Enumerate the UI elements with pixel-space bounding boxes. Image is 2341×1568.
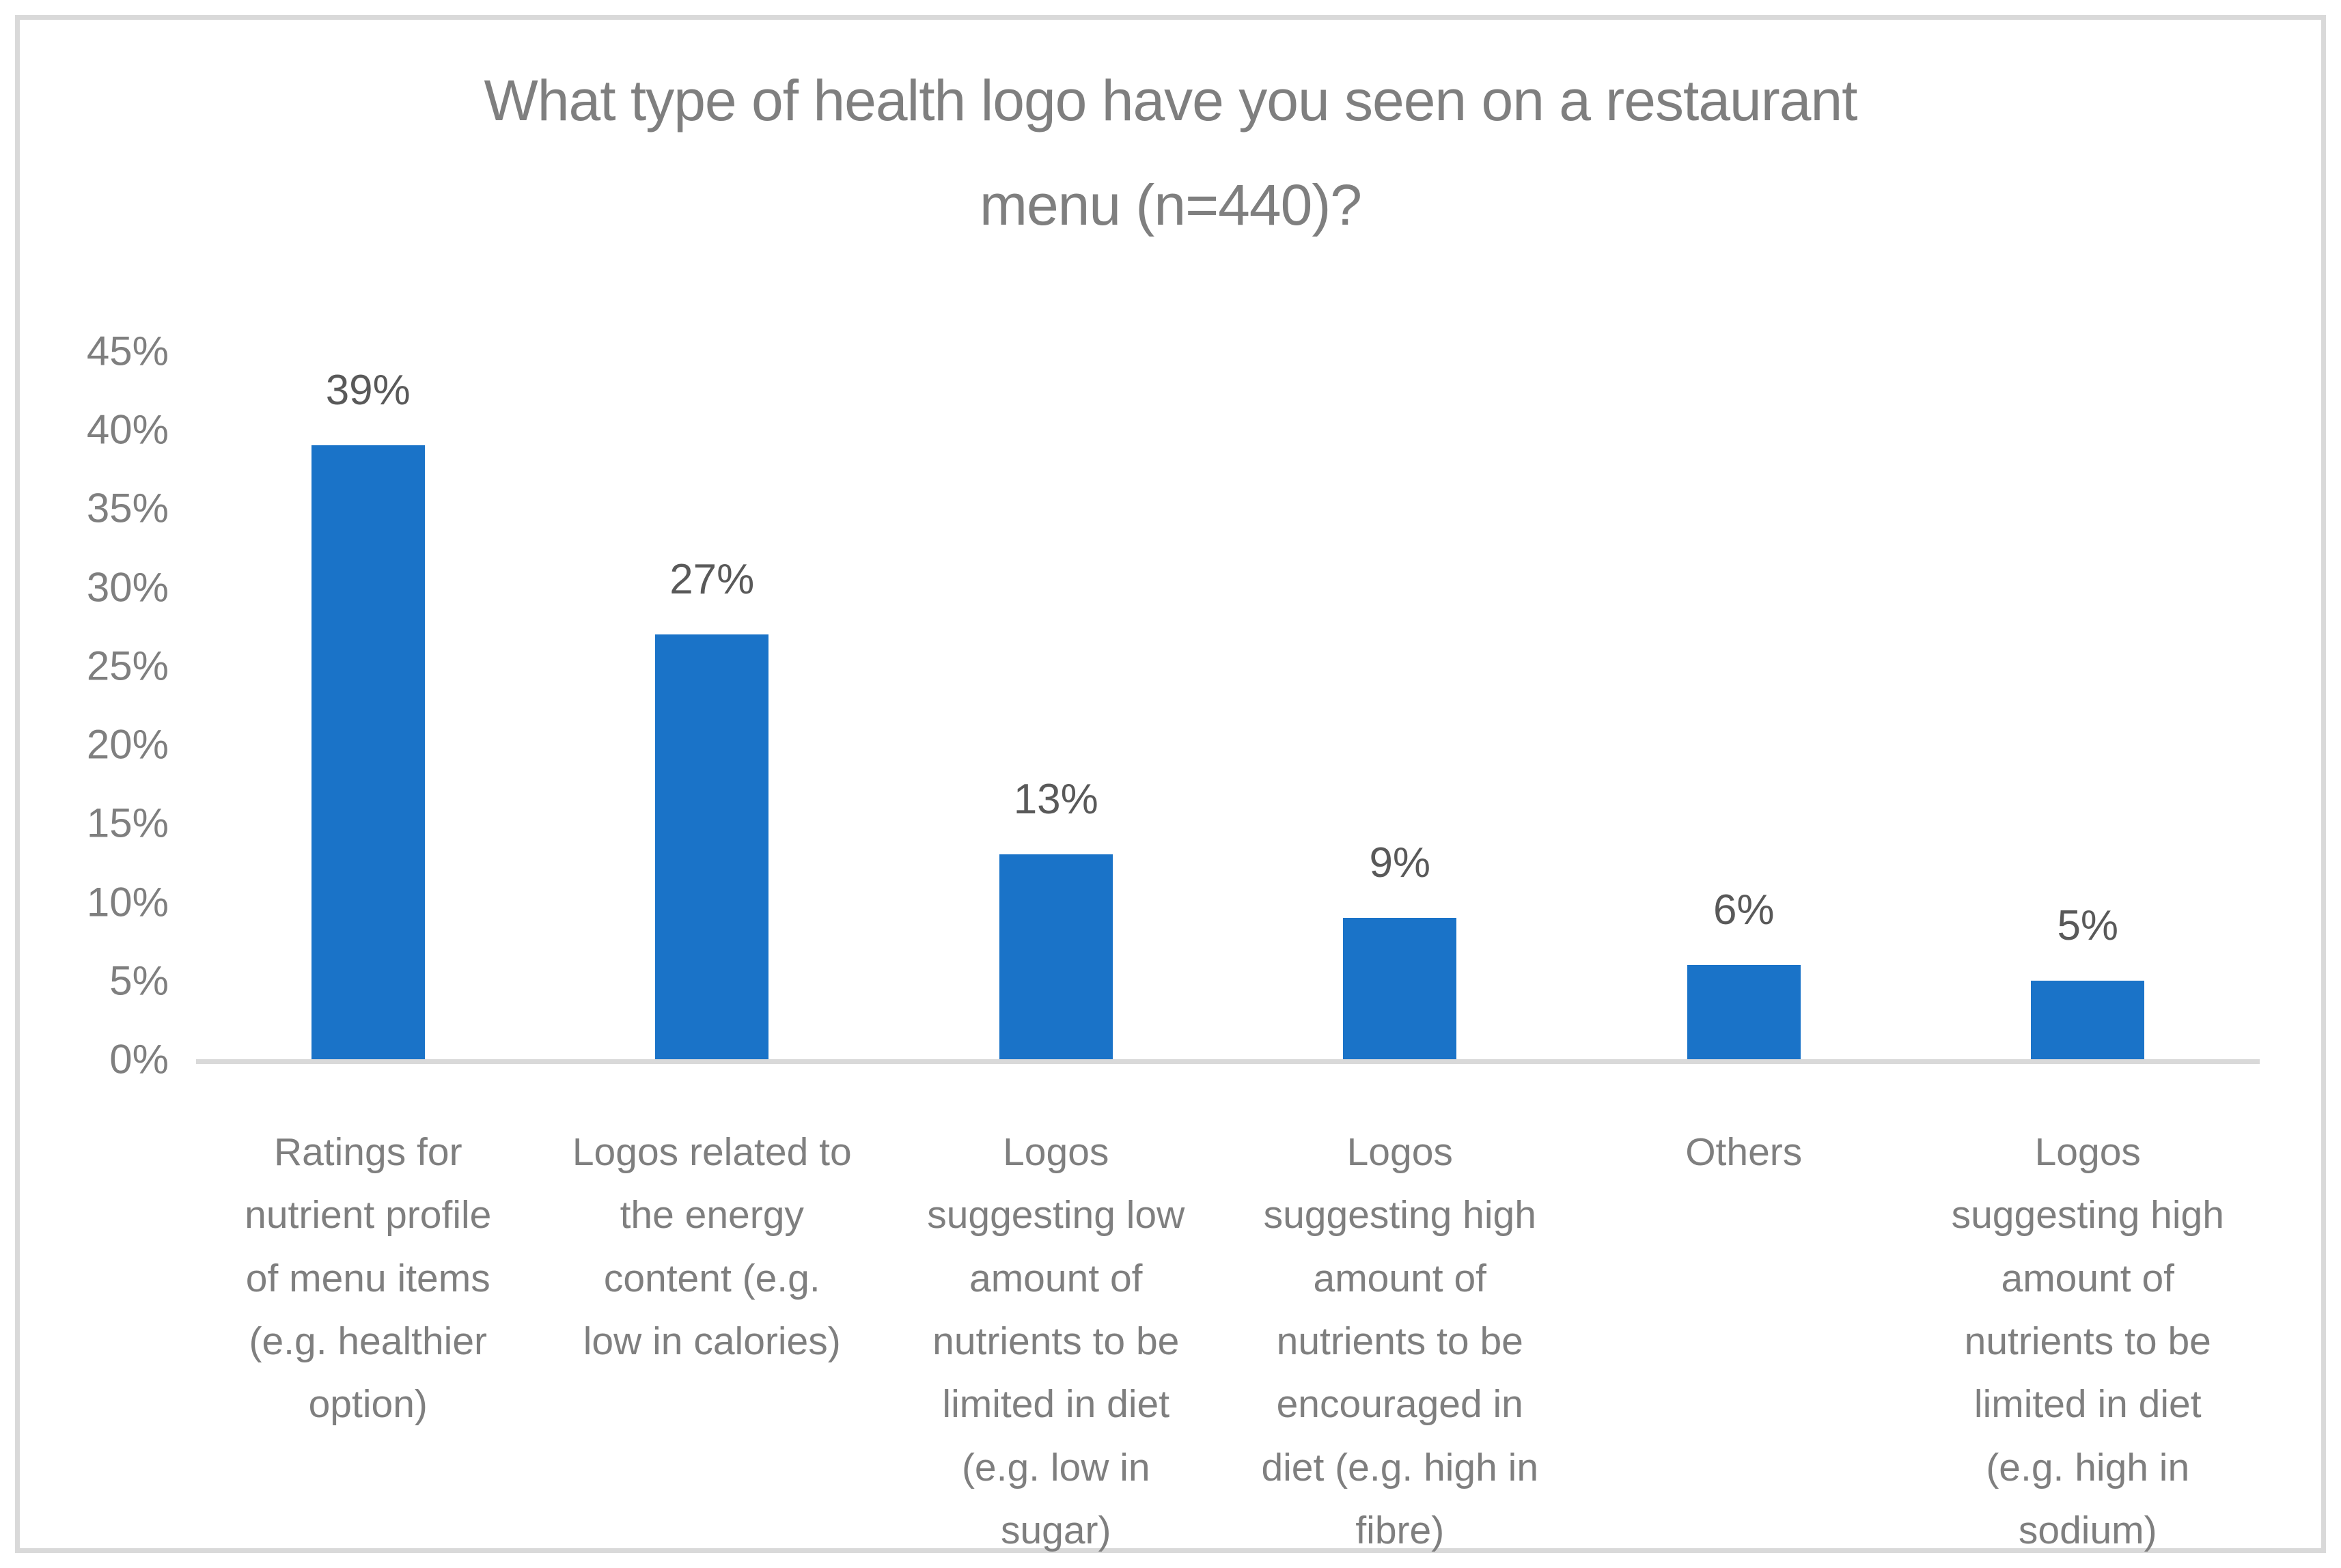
y-axis-tick-label: 30% <box>86 564 169 611</box>
bar-data-label: 39% <box>325 367 411 415</box>
y-axis-tick-label: 15% <box>86 800 169 846</box>
y-axis: 45% 40% 35% 30% 25% 20% 15% 10% 5% 0% <box>20 328 169 1082</box>
x-axis-category-labels: Ratings for nutrient profile of menu ite… <box>196 1121 2260 1562</box>
bar-1 <box>311 445 425 1059</box>
y-axis-tick-label: 25% <box>86 643 169 689</box>
bar-4 <box>1343 917 1457 1059</box>
category-label-2: Logos related to the energy content (e.g… <box>572 1130 852 1363</box>
y-axis-tick-label: 5% <box>109 957 169 1004</box>
y-axis-tick-label: 10% <box>86 879 169 925</box>
y-axis-tick-label: 40% <box>86 406 169 453</box>
y-axis-tick-label: 20% <box>86 721 169 768</box>
y-axis-tick-label: 35% <box>86 485 169 531</box>
y-axis-tick-label: 45% <box>86 328 169 374</box>
bar-data-label: 6% <box>1713 886 1775 934</box>
category-label-6: Logos suggesting high amount of nutrient… <box>1951 1130 2224 1552</box>
bar-6 <box>2031 980 2145 1059</box>
bar-data-label: 9% <box>1369 839 1431 886</box>
plot-area: 39% 27% 13% 9% 6% 5% <box>196 351 2260 1064</box>
bar-data-label: 13% <box>1013 776 1098 824</box>
bar-5 <box>1687 964 1801 1059</box>
bar-data-label: 27% <box>669 555 755 603</box>
category-label-1: Ratings for nutrient profile of menu ite… <box>245 1130 492 1427</box>
chart-title: What type of health logo have you seen o… <box>484 68 1857 237</box>
category-label-3: Logos suggesting low amount of nutrients… <box>927 1130 1185 1552</box>
chart-frame-border: What type of health logo have you seen o… <box>15 15 2326 1553</box>
category-label-4: Logos suggesting high amount of nutrient… <box>1261 1130 1539 1552</box>
category-label-5: Others <box>1685 1130 1803 1174</box>
y-axis-tick-label: 0% <box>109 1036 169 1082</box>
bar-data-label: 5% <box>2057 901 2119 949</box>
bar-2 <box>655 634 769 1059</box>
bar-3 <box>999 854 1113 1059</box>
